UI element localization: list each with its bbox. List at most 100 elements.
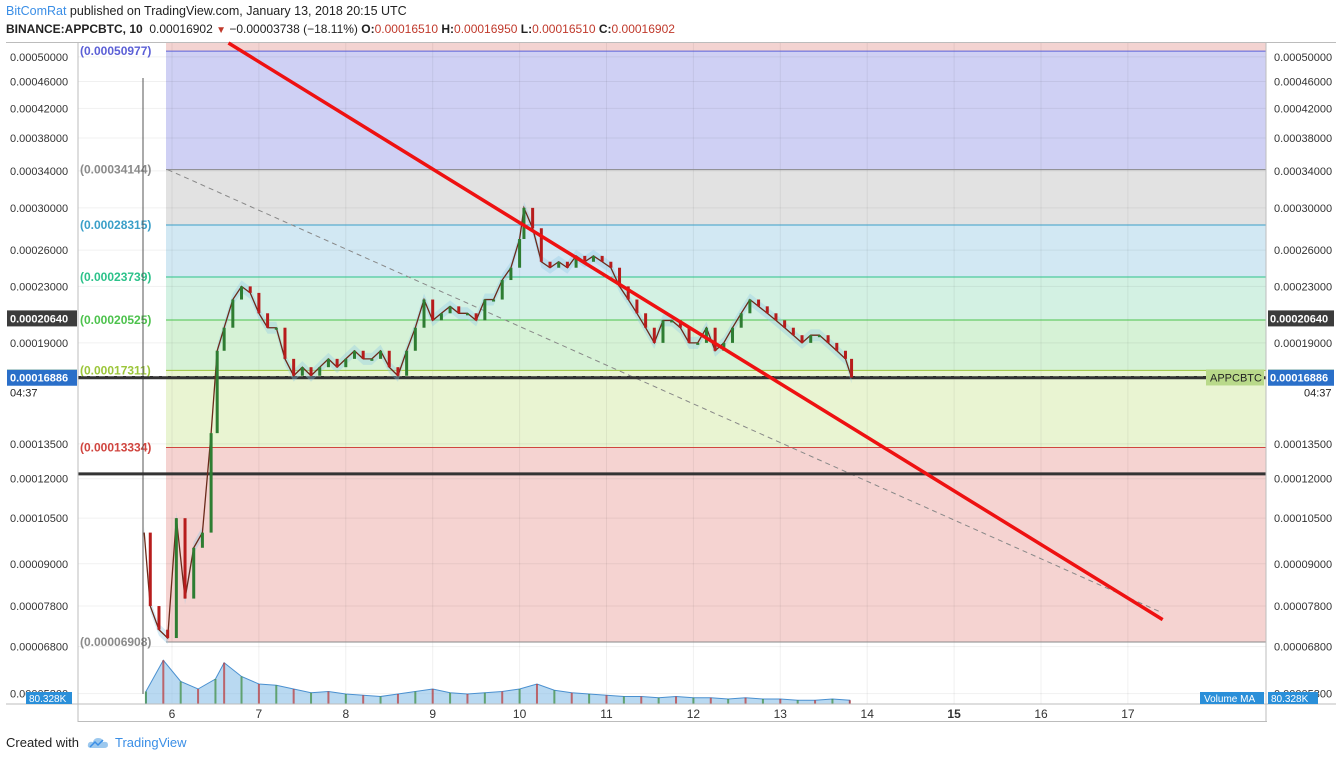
fib-zone <box>166 169 1266 225</box>
price-badge-left <box>7 369 77 386</box>
price-candle <box>215 350 219 434</box>
open-label: O: <box>361 22 375 36</box>
fib-zone-top <box>166 43 1266 52</box>
y-tick-label-left: 0.00034000 <box>10 166 68 178</box>
y-tick-label-right: 0.00019000 <box>1274 338 1332 350</box>
series-label-bg <box>1206 369 1264 386</box>
footer: Created with TradingView <box>6 735 187 750</box>
volume-value-right-bg <box>1268 692 1318 704</box>
volume-bar <box>657 697 660 704</box>
volume-bar <box>814 700 817 704</box>
y-tick-label-left: 0.00013500 <box>10 439 68 451</box>
x-tick-label: 16 <box>1034 707 1048 721</box>
price-candle <box>843 350 847 359</box>
volume-bar <box>292 689 295 704</box>
x-tick-label: 17 <box>1121 707 1135 721</box>
volume-bar <box>214 679 217 704</box>
y-tick-label-right: 0.00042000 <box>1274 103 1332 115</box>
y-tick-label-left: 0.00007800 <box>10 601 68 613</box>
volume-bar <box>327 691 330 704</box>
price-candle <box>396 367 400 376</box>
price-candle <box>739 313 743 328</box>
price-candle <box>157 606 161 630</box>
price-candle <box>422 299 426 328</box>
price-candle <box>352 350 356 359</box>
price-candle <box>500 280 504 300</box>
x-tick-label: 14 <box>861 707 875 721</box>
price-candle <box>809 335 813 343</box>
volume-value-left: 80.328K <box>29 694 67 705</box>
y-tick-label-right: 0.00038000 <box>1274 133 1332 145</box>
y-tick-label-left: 0.00042000 <box>10 103 68 115</box>
price-candle <box>413 327 417 351</box>
price-candle <box>148 532 152 607</box>
trendline <box>227 41 1164 622</box>
price-candle <box>231 299 235 328</box>
price-candle <box>283 327 287 359</box>
price-candle <box>644 313 648 328</box>
volume-bar <box>831 699 834 704</box>
volume-bar <box>466 694 469 704</box>
price-candle <box>266 313 270 328</box>
y-tick-label-right: 0.00046000 <box>1274 77 1332 89</box>
y-tick-label-left: 0.00009000 <box>10 559 68 571</box>
volume-bar <box>275 685 278 704</box>
y-tick-label-right: 0.00007800 <box>1274 601 1332 613</box>
price-candle <box>574 255 578 268</box>
price-candle <box>439 313 443 321</box>
price-change: −0.00003738 (−18.11%) <box>229 22 358 36</box>
y-tick-label-left: 0.00010500 <box>10 513 68 525</box>
price-candle <box>387 350 391 368</box>
price-candle <box>326 358 330 368</box>
countdown-left: 04:37 <box>10 387 38 399</box>
price-candle <box>166 629 170 639</box>
price-candle <box>652 327 656 343</box>
author-link[interactable]: BitComRat <box>6 4 67 18</box>
published-line: BitComRat published on TradingView.com, … <box>6 4 407 18</box>
fib-label: (0.00050977) <box>80 44 151 58</box>
x-tick-label: 9 <box>429 707 436 721</box>
price-candle <box>609 261 613 268</box>
dashed-channel-line <box>167 169 1163 614</box>
y-tick-label-right: 0.00034000 <box>1274 166 1332 178</box>
price-candle <box>292 358 296 376</box>
price-badge-left-text: 0.00020640 <box>10 313 68 325</box>
price-candle <box>687 327 691 343</box>
fib-zone <box>166 370 1266 448</box>
tradingview-link[interactable]: TradingView <box>87 735 187 750</box>
price-badge-right <box>1268 369 1334 386</box>
x-tick-label: 13 <box>774 707 788 721</box>
volume-bar <box>709 697 712 704</box>
volume-bar <box>779 699 782 704</box>
price-candle <box>626 286 630 300</box>
y-tick-label-left: 0.00019000 <box>10 338 68 350</box>
x-tick-label: 6 <box>169 707 176 721</box>
price-candle <box>600 255 604 262</box>
volume-value-left-bg <box>26 692 72 704</box>
price-badge-right-text: 0.00016886 <box>1270 373 1328 385</box>
volume-bar <box>796 700 799 704</box>
price-candle <box>183 518 187 599</box>
x-tick-label: 11 <box>600 707 613 721</box>
fib-zone <box>166 447 1266 642</box>
volume-bar <box>605 695 608 704</box>
price-candle <box>465 313 469 316</box>
y-tick-label-left: 0.00023000 <box>10 281 68 293</box>
price-candle <box>678 320 682 328</box>
fib-label: (0.00013334) <box>80 441 151 455</box>
y-tick-label-left: 0.00046000 <box>10 77 68 89</box>
fib-zone <box>166 51 1266 170</box>
y-tick-label-right: 0.00010500 <box>1274 513 1332 525</box>
price-candle <box>483 299 487 321</box>
fib-label: (0.00023739) <box>80 270 151 284</box>
price-candle <box>557 261 561 268</box>
price-candle <box>457 306 461 314</box>
price-candle <box>850 358 854 378</box>
price-candle <box>431 299 435 321</box>
y-tick-label-right: 0.00009000 <box>1274 559 1332 571</box>
x-tick-label: 8 <box>342 707 349 721</box>
price-candle <box>548 261 552 268</box>
high-label: H: <box>441 22 455 36</box>
volume-bar <box>483 692 486 704</box>
